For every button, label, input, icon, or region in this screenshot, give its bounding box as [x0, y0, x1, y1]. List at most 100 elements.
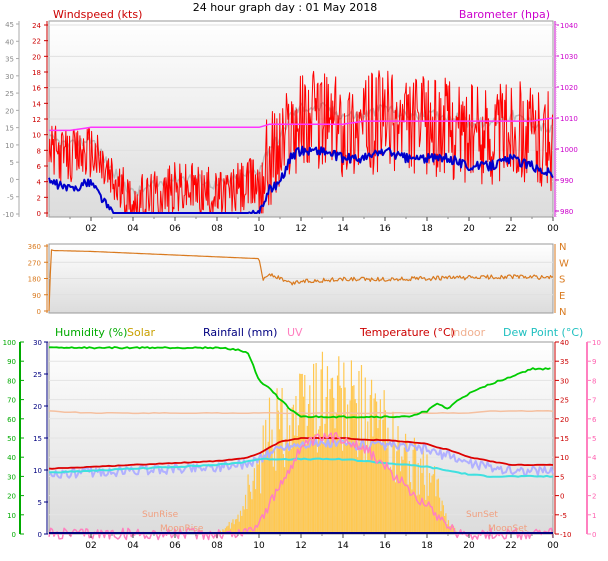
- compass-tick-label: W: [559, 258, 569, 269]
- x-tick-label: 00: [547, 541, 559, 551]
- outer-tick-label: 30: [5, 73, 14, 81]
- legend-uv: UV: [287, 326, 303, 339]
- x-tick-label: 20: [463, 224, 475, 234]
- x-tick-label: 20: [463, 541, 475, 551]
- rainfall-tick-label: 10: [33, 467, 42, 475]
- dew-point-c-line: [48, 457, 554, 478]
- outer-tick-label: 40: [5, 38, 14, 46]
- humidity-tick-label: 20: [7, 493, 16, 501]
- x-tick-label: 16: [379, 541, 391, 551]
- x-tick-label: 08: [211, 541, 223, 551]
- wind-tick-label: 2: [37, 194, 41, 202]
- uv-tick-label: 4: [592, 454, 597, 462]
- legend-indoor: Indoor: [450, 326, 486, 339]
- outer-tick-label: 0: [10, 176, 14, 184]
- wind-tick-label: 22: [32, 38, 41, 46]
- baro-tick-label: 990: [560, 177, 573, 185]
- uv-tick-label: 1: [592, 512, 596, 520]
- wind-x-axis: 02 04 06 08 10 12 14 16 18 20 22 00: [69, 217, 559, 234]
- humidity-tick-label: 30: [7, 473, 16, 481]
- humidity-tick-label: 10: [7, 512, 16, 520]
- wind-tick-label: 12: [32, 116, 41, 124]
- x-tick-label: 02: [85, 224, 96, 234]
- x-tick-label: 14: [337, 541, 349, 551]
- humidity-tick-label: 50: [7, 435, 16, 443]
- windspeed-label: Windspeed (kts): [53, 8, 142, 21]
- direction-grid: [49, 261, 553, 296]
- humidity-line: [49, 346, 551, 419]
- uv-tick-label: 7: [592, 397, 596, 405]
- outer-tick-label: 25: [5, 90, 14, 98]
- rainfall-tick-label: 15: [33, 435, 42, 443]
- uv-tick-label: 0: [592, 531, 596, 539]
- legend-solar: Solar: [127, 326, 156, 339]
- temperature-c-line: [48, 436, 554, 470]
- wind-tick-label: 20: [32, 53, 41, 61]
- barometer-axis: 980 990 1000 1010 1020 1030 1040: [554, 21, 578, 217]
- humidity-tick-label: 90: [7, 358, 16, 366]
- x-tick-label: 04: [127, 224, 139, 234]
- temperature-tick-label: 30: [560, 377, 569, 385]
- x-tick-label: 06: [169, 224, 181, 234]
- sunrise-label: SunRise: [142, 510, 179, 520]
- legend-humidity: Humidity (%): [55, 326, 127, 339]
- wind-tick-label: 0: [37, 210, 41, 218]
- wind-tick-label: 16: [32, 85, 41, 93]
- compass-tick-label: N: [559, 242, 566, 253]
- x-tick-label: 16: [379, 224, 391, 234]
- x-tick-label: 10: [253, 224, 265, 234]
- compass-tick-label: E: [559, 291, 565, 302]
- temperature-tick-label: 0: [560, 493, 564, 501]
- windchill-line: [48, 438, 554, 479]
- outer-tick-label: 10: [5, 142, 14, 150]
- x-tick-label: 12: [295, 541, 306, 551]
- uv-tick-label: 6: [592, 416, 597, 424]
- temperature-tick-label: 20: [560, 416, 569, 424]
- rainfall-tick-label: 0: [38, 531, 42, 539]
- x-tick-label: 12: [295, 224, 306, 234]
- baro-tick-label: 1030: [560, 53, 578, 61]
- direction-series: [48, 249, 554, 312]
- uv-tick-label: 10: [592, 339, 601, 347]
- x-tick-label: 08: [211, 224, 223, 234]
- legend-dewpoint: Dew Point (°C): [503, 326, 583, 339]
- rainfall-tick-label: 20: [33, 403, 42, 411]
- x-tick-label: 14: [337, 224, 349, 234]
- uv-tick-label: 3: [592, 473, 596, 481]
- average-wind-line: [48, 145, 554, 214]
- compass-tick-label: S: [559, 275, 565, 286]
- outer-tick-label: -10: [3, 211, 14, 219]
- outer-tick-label: 5: [10, 159, 14, 167]
- wind-tick-label: 6: [37, 163, 42, 171]
- x-tick-label: 18: [421, 224, 433, 234]
- barometer-line: [49, 117, 554, 132]
- legend-temperature: Temperature (°C): [359, 326, 455, 339]
- uv-tick-label: 8: [592, 377, 596, 385]
- temperature-axis: 40 35 30 25 20 15 10 5 0 -5 -10: [554, 339, 571, 539]
- moonrise-label: MoonRise: [160, 524, 204, 534]
- rainfall-tick-label: 30: [33, 339, 42, 347]
- x-tick-label: 04: [127, 541, 139, 551]
- outer-tick-label: 20: [5, 107, 14, 115]
- dir-tick-label: 0: [37, 308, 41, 316]
- multi-series: [48, 346, 554, 541]
- windspeed-line: [48, 70, 553, 214]
- sunset-label: SunSet: [466, 510, 498, 520]
- humidity-tick-label: 70: [7, 397, 16, 405]
- temperature-tick-label: 40: [560, 339, 569, 347]
- moonset-label: MoonSet: [488, 524, 528, 534]
- multi-x-axis: 02 04 06 08 10 12 14 16 18 20 22 00: [69, 534, 559, 551]
- baro-tick-label: 1040: [560, 22, 578, 30]
- humidity-tick-label: 40: [7, 454, 16, 462]
- dir-tick-label: 360: [28, 243, 41, 251]
- x-tick-label: 22: [505, 224, 516, 234]
- baro-tick-label: 980: [560, 208, 573, 216]
- wind-tick-label: 10: [32, 132, 41, 140]
- compass-tick-label: N: [559, 307, 566, 318]
- wind-tick-label: 14: [32, 100, 41, 108]
